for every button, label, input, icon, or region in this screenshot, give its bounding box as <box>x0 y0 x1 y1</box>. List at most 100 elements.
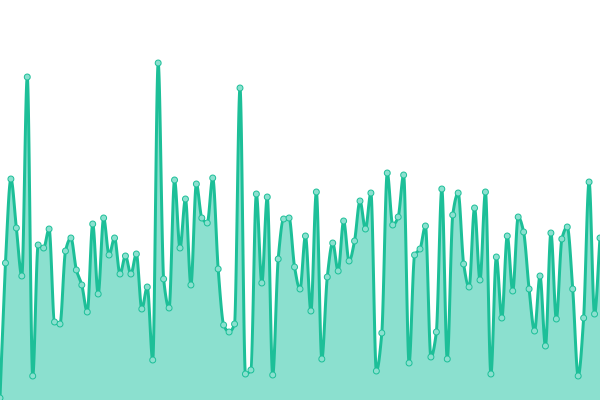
data-point-46 <box>247 366 255 374</box>
data-point-28 <box>149 356 157 364</box>
data-point-69 <box>372 367 380 375</box>
data-point-98 <box>531 327 539 335</box>
data-point-35 <box>187 281 195 289</box>
data-point-37 <box>198 214 206 222</box>
data-point-3 <box>12 224 20 232</box>
data-point-33 <box>176 244 184 252</box>
data-point-15 <box>78 281 86 289</box>
data-point-5 <box>23 73 31 81</box>
data-point-0 <box>0 394 4 400</box>
data-point-43 <box>231 320 239 328</box>
data-point-97 <box>525 285 533 293</box>
data-point-107 <box>580 314 588 322</box>
data-point-64 <box>345 257 353 265</box>
data-point-73 <box>394 213 402 221</box>
data-point-65 <box>351 237 359 245</box>
data-point-57 <box>307 307 315 315</box>
data-point-6 <box>29 372 37 380</box>
data-point-108 <box>585 178 593 186</box>
data-point-49 <box>263 193 271 201</box>
data-point-81 <box>438 185 446 193</box>
data-point-45 <box>241 370 249 378</box>
data-point-25 <box>132 250 140 258</box>
data-point-34 <box>181 195 189 203</box>
data-point-92 <box>498 314 506 322</box>
data-point-87 <box>471 204 479 212</box>
data-point-4 <box>18 272 26 280</box>
data-point-17 <box>89 220 97 228</box>
data-point-11 <box>56 320 64 328</box>
data-point-93 <box>503 232 511 240</box>
data-point-62 <box>334 267 342 275</box>
data-point-26 <box>138 305 146 313</box>
data-point-38 <box>203 219 211 227</box>
data-point-82 <box>443 355 451 363</box>
data-point-13 <box>67 234 75 242</box>
data-point-18 <box>94 290 102 298</box>
data-point-60 <box>323 273 331 281</box>
data-point-22 <box>116 270 124 278</box>
series-line <box>0 61 600 399</box>
data-point-27 <box>143 283 151 291</box>
area-fill <box>0 63 600 400</box>
data-point-88 <box>476 276 484 284</box>
data-point-47 <box>252 190 260 198</box>
data-point-52 <box>280 215 288 223</box>
data-point-105 <box>569 285 577 293</box>
data-point-56 <box>301 232 309 240</box>
data-point-61 <box>329 239 337 247</box>
data-point-78 <box>421 222 429 230</box>
data-point-9 <box>45 225 53 233</box>
data-points <box>0 59 600 400</box>
data-point-53 <box>285 214 293 222</box>
data-point-40 <box>214 265 222 273</box>
data-point-36 <box>192 180 200 188</box>
data-point-109 <box>591 310 599 318</box>
data-point-50 <box>269 371 277 379</box>
data-point-39 <box>209 174 217 182</box>
data-point-21 <box>111 234 119 242</box>
data-point-58 <box>312 188 320 196</box>
data-point-102 <box>552 315 560 323</box>
data-point-12 <box>61 247 69 255</box>
data-point-14 <box>72 266 80 274</box>
data-point-99 <box>536 272 544 280</box>
data-point-16 <box>83 308 91 316</box>
data-point-2 <box>7 175 15 183</box>
data-point-66 <box>356 197 364 205</box>
data-point-106 <box>574 372 582 380</box>
data-point-23 <box>121 252 129 260</box>
data-point-44 <box>236 84 244 92</box>
data-point-31 <box>165 304 173 312</box>
data-point-30 <box>160 275 168 283</box>
data-point-86 <box>465 283 473 291</box>
data-point-67 <box>361 225 369 233</box>
data-point-104 <box>563 223 571 231</box>
data-point-94 <box>509 287 517 295</box>
data-point-24 <box>127 270 135 278</box>
data-point-83 <box>449 211 457 219</box>
data-point-63 <box>340 217 348 225</box>
data-point-76 <box>411 251 419 259</box>
data-point-29 <box>154 59 162 67</box>
data-point-51 <box>274 255 282 263</box>
data-point-7 <box>34 241 42 249</box>
data-point-55 <box>296 285 304 293</box>
data-point-42 <box>225 328 233 336</box>
data-point-70 <box>378 329 386 337</box>
data-point-103 <box>558 235 566 243</box>
data-point-20 <box>105 251 113 259</box>
data-point-89 <box>481 188 489 196</box>
data-point-54 <box>291 263 299 271</box>
data-point-59 <box>318 355 326 363</box>
data-point-72 <box>389 221 397 229</box>
data-point-101 <box>547 229 555 237</box>
data-point-41 <box>220 321 228 329</box>
data-point-77 <box>416 245 424 253</box>
data-point-48 <box>258 279 266 287</box>
data-point-84 <box>454 189 462 197</box>
data-point-85 <box>460 260 468 268</box>
data-point-110 <box>596 234 600 242</box>
data-point-8 <box>40 244 48 252</box>
